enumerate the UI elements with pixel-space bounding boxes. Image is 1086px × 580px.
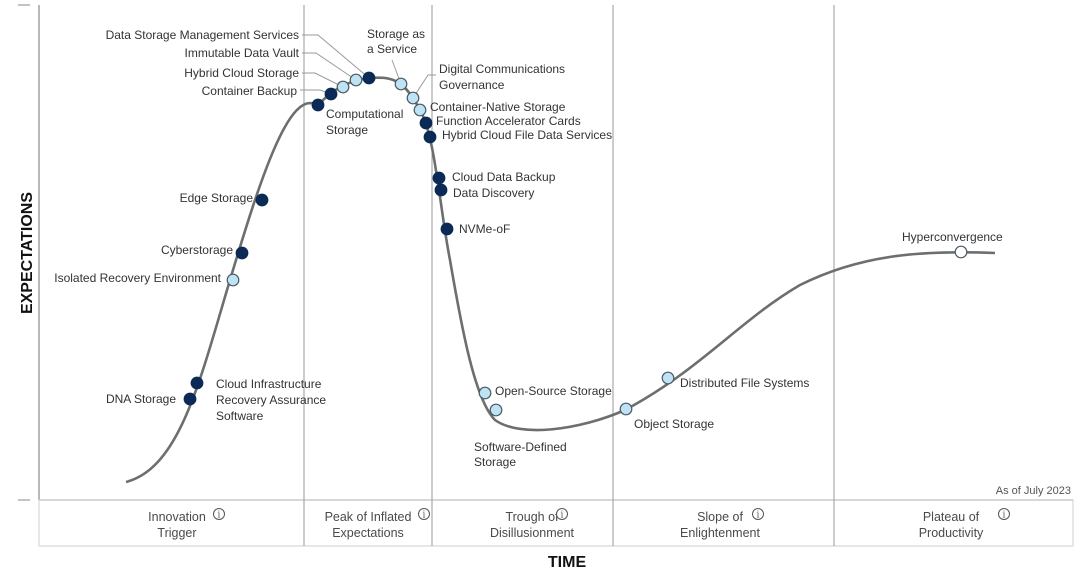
markers [183, 71, 968, 417]
label-software-defined-storage: Software-Defined [474, 440, 567, 454]
label-hybrid-cloud-storage: Hybrid Cloud Storage [184, 66, 299, 80]
label-cyberstorage: Cyberstorage [161, 243, 233, 257]
phase-label-plateau-of-productivity: Plateau of [923, 510, 980, 524]
leader-line-immutable-data-vault [302, 52, 357, 81]
phase-label-innovation-trigger: Innovation [148, 510, 206, 524]
phase-label-line2: Enlightenment [680, 526, 760, 540]
label-immutable-data-vault: Immutable Data Vault [185, 46, 300, 60]
label-cloud-infrastructure-recovery-assurance-software: Cloud Infrastructure [216, 377, 322, 391]
label-cloud-infrastructure-recovery-assurance-software: Software [216, 409, 264, 423]
phase-label-band [38, 499, 1074, 547]
label-object-storage: Object Storage [634, 417, 714, 431]
svg-text:i: i [561, 511, 564, 521]
leader-line-digital-communications-governance [412, 74, 436, 99]
info-circle-icon[interactable]: i [998, 508, 1010, 521]
marker-cyberstorage[interactable] [235, 246, 249, 260]
label-dna-storage: DNA Storage [106, 392, 176, 406]
marker-open-source-storage[interactable] [478, 386, 492, 400]
marker-immutable-data-vault[interactable] [349, 73, 363, 87]
marker-cloud-data-backup[interactable] [432, 171, 446, 185]
label-data-discovery: Data Discovery [453, 186, 534, 200]
marker-object-storage[interactable] [619, 402, 633, 416]
label-storage-as-a-service: a Service [367, 42, 417, 56]
label-software-defined-storage: Storage [474, 455, 516, 469]
marker-software-defined-storage[interactable] [489, 403, 503, 417]
marker-dna-storage[interactable] [183, 392, 197, 406]
phase-label-slope-of-enlightenment: Slope of [697, 510, 743, 524]
phase-label-trough-of-disillusionment: Trough of [505, 510, 559, 524]
label-nvme-of: NVMe-oF [459, 222, 510, 236]
label-container-backup: Container Backup [202, 84, 298, 98]
y-axis-title: EXPECTATIONS [19, 192, 36, 314]
label-cloud-data-backup: Cloud Data Backup [452, 170, 556, 184]
info-circle-icon[interactable]: i [752, 508, 764, 521]
marker-container-native-storage[interactable] [413, 103, 427, 117]
label-open-source-storage: Open-Source Storage [495, 384, 612, 398]
label-cloud-infrastructure-recovery-assurance-software: Recovery Assurance [216, 393, 326, 407]
svg-text:i: i [1003, 511, 1006, 521]
label-distributed-file-systems: Distributed File Systems [680, 376, 809, 390]
x-axis-title: TIME [548, 554, 587, 571]
label-function-accelerator-cards: Function Accelerator Cards [436, 114, 581, 128]
info-circle-icon[interactable]: i [418, 508, 430, 521]
marker-cloud-infrastructure-recovery-assurance-software[interactable] [190, 376, 204, 390]
label-isolated-recovery-environment: Isolated Recovery Environment [54, 271, 221, 285]
leader-line-hybrid-cloud-storage [302, 72, 344, 88]
marker-container-backup[interactable] [324, 87, 338, 101]
label-storage-as-a-service: Storage as [367, 27, 425, 41]
info-circle-icon[interactable]: i [213, 508, 225, 521]
phase-label-line2: Trigger [157, 526, 196, 540]
marker-storage-as-a-service[interactable] [394, 77, 408, 91]
label-computational-storage: Computational [326, 107, 403, 121]
marker-hybrid-cloud-storage[interactable] [336, 80, 350, 94]
label-hybrid-cloud-file-data-services: Hybrid Cloud File Data Services [442, 128, 612, 142]
marker-function-accelerator-cards[interactable] [419, 116, 433, 130]
marker-hyperconvergence[interactable] [954, 245, 968, 259]
svg-text:i: i [218, 511, 221, 521]
label-computational-storage: Storage [326, 123, 368, 137]
label-hyperconvergence: Hyperconvergence [902, 230, 1003, 244]
phase-label-line2: Disillusionment [490, 526, 575, 540]
marker-data-discovery[interactable] [434, 183, 448, 197]
as-of-label: As of July 2023 [996, 485, 1071, 497]
phase-label-peak-of-inflated-expectations: Peak of Inflated [325, 510, 412, 524]
marker-computational-storage[interactable] [311, 98, 325, 112]
label-data-storage-management-services: Data Storage Management Services [106, 28, 299, 42]
leader-line-data-storage-management-services [302, 34, 370, 79]
info-circle-icon[interactable]: i [556, 508, 568, 521]
label-container-native-storage: Container-Native Storage [430, 100, 566, 114]
marker-data-storage-management-services[interactable] [362, 71, 376, 85]
marker-hybrid-cloud-file-data-services[interactable] [423, 130, 437, 144]
marker-distributed-file-systems[interactable] [661, 371, 675, 385]
phase-label-line2: Expectations [332, 526, 404, 540]
svg-text:i: i [423, 511, 426, 521]
hype-curve [125, 76, 996, 484]
label-digital-communications-governance: Governance [439, 78, 505, 92]
marker-nvme-of[interactable] [440, 222, 454, 236]
marker-edge-storage[interactable] [255, 193, 269, 207]
point-labels: DNA Storage Cloud Infrastructure Recovery … [54, 27, 1003, 469]
phase-label-line2: Productivity [919, 526, 984, 540]
label-edge-storage: Edge Storage [180, 191, 254, 205]
phase-labels: Innovation Trigger i Peak of Inflated Expect… [148, 508, 1010, 540]
phase-dividers [303, 5, 835, 546]
svg-text:i: i [757, 511, 760, 521]
marker-isolated-recovery-environment[interactable] [226, 273, 240, 287]
label-digital-communications-governance: Digital Communications [439, 62, 565, 76]
marker-digital-communications-governance[interactable] [406, 91, 420, 105]
